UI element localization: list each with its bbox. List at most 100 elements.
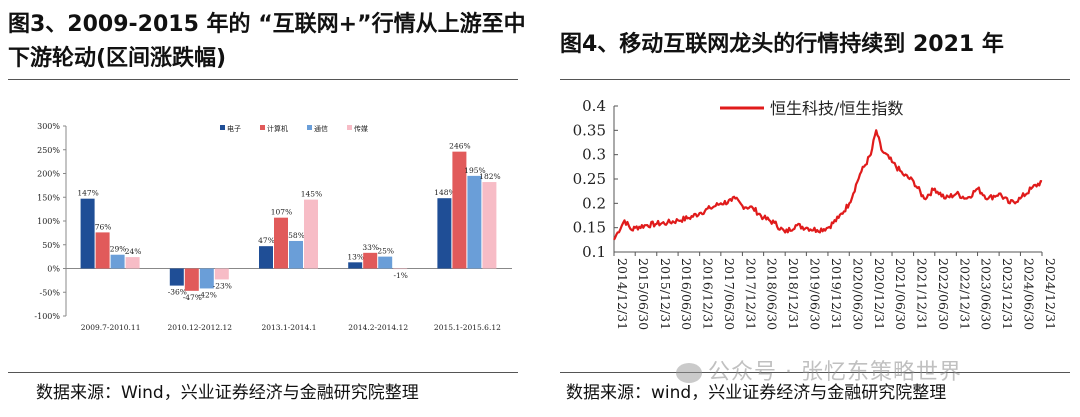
data-label: 76% (95, 222, 112, 231)
bar (393, 268, 408, 270)
watermark-text: 公众号 · 张忆东策略世界 (708, 360, 962, 385)
x-tick-label: 2018/12/31 (786, 258, 801, 330)
legend-swatch (260, 125, 265, 130)
x-tick-label: 2023/06/30 (979, 258, 994, 330)
y-tick-label: 300% (37, 122, 60, 131)
data-label: 25% (377, 247, 394, 256)
data-label: 29% (110, 245, 127, 254)
y-tick-label: 250% (37, 146, 60, 155)
legend-label: 通信 (314, 124, 328, 133)
y-tick-label: 0.4 (582, 97, 606, 115)
data-label: 33% (362, 243, 379, 252)
bar (378, 256, 393, 269)
bar (169, 268, 184, 286)
data-label: 195% (464, 166, 485, 175)
y-tick-label: -50% (40, 288, 61, 297)
x-tick-label: 2015/06/30 (636, 258, 651, 330)
x-tick-label: 2022/12/31 (957, 258, 972, 330)
data-label: 182% (479, 172, 500, 181)
figure-4-title: 图4、移动互联网龙头的行情持续到 2021 年 (560, 32, 1004, 57)
figure-4-panel: 图4、移动互联网龙头的行情持续到 2021 年 0.1 0.15 0.2 0.25 0.… (552, 0, 1080, 417)
x-tick-label: 2019/06/30 (807, 258, 822, 330)
x-tick-label: 2020/12/31 (872, 258, 887, 330)
figure-3-bottom-rule (8, 372, 518, 373)
y-tick-label: 0.2 (582, 194, 606, 212)
x-tick-label: 2022/06/30 (936, 258, 951, 330)
figure-3-title-line2: 下游轮动(区间涨跌幅) (8, 46, 227, 71)
series-line (613, 129, 1043, 241)
data-label: -23% (213, 281, 232, 290)
data-label: 145% (301, 190, 322, 199)
bar (348, 262, 363, 269)
bar (482, 182, 497, 269)
x-tick-label: 2015/12/31 (658, 258, 673, 330)
data-label: -1% (393, 271, 407, 280)
legend-label: 电子 (227, 124, 241, 133)
wechat-icon (676, 363, 702, 383)
y-tick-label: 0.25 (573, 170, 606, 188)
x-tick-label: 2016/06/30 (679, 258, 694, 330)
legend-swatch (307, 125, 312, 130)
y-tick-label: 0.35 (573, 121, 606, 139)
bar (467, 175, 482, 269)
x-tick-label: 2017/06/30 (722, 258, 737, 330)
legend-label: 计算机 (267, 124, 288, 133)
data-label: 147% (77, 189, 98, 198)
x-tick-label: 2010.12-2012.12 (168, 323, 233, 332)
y-tick-label: 150% (37, 193, 60, 202)
legend-swatch (347, 125, 352, 130)
y-tick-label: 0.15 (573, 219, 606, 237)
figure-3-title-line1: 图3、2009-2015 年的 “互联网+”行情从上游至中 (8, 12, 526, 37)
y-tick-label: 200% (37, 170, 60, 179)
figure-4-top-rule (560, 79, 1070, 80)
data-label: 24% (125, 247, 142, 256)
x-tick-label: 2021/12/31 (915, 258, 930, 330)
data-label: -36% (168, 288, 187, 297)
bar (259, 246, 273, 269)
y-tick-label: 100% (37, 217, 60, 226)
x-tick-label: 2014.2-2014.12 (348, 323, 408, 332)
bar (363, 252, 378, 269)
bar (304, 199, 318, 269)
bar (214, 268, 229, 280)
figure-4-source: 数据来源：wind，兴业证券经济与金融研究院整理 (566, 383, 947, 403)
legend-swatch (220, 125, 225, 130)
bar-chart: -100% -50% 0% 50% 100% 150% 200% 250% 300% 147% 76… (34, 122, 512, 332)
x-tick-label: 2018/06/30 (765, 258, 780, 330)
x-tick-label: 2021/06/30 (893, 258, 908, 330)
data-label: 246% (449, 142, 470, 151)
bar (437, 198, 452, 269)
line-chart: 0.1 0.15 0.2 0.25 0.3 0.35 0.4 2014/12/31 2015/0… (573, 97, 1058, 330)
figure-4-bottom-rule (560, 372, 1070, 373)
bar (110, 254, 125, 269)
watermark: 公众号 · 张忆东策略世界 (676, 354, 962, 386)
y-tick-label: 50% (42, 241, 60, 250)
data-label: -42% (198, 290, 217, 299)
data-label: 148% (434, 188, 455, 197)
x-tick-label: 2024/12/31 (1043, 258, 1058, 330)
y-tick-label: -100% (34, 312, 60, 321)
bar (452, 151, 467, 269)
x-tick-label: 2017/12/31 (743, 258, 758, 330)
y-tick-label: 0.3 (582, 146, 606, 164)
x-tick-label: 2009.7-2010.11 (81, 323, 141, 332)
bar (199, 268, 214, 289)
x-tick-label: 2013.1-2014.1 (261, 323, 316, 332)
data-label: -47% (183, 293, 202, 302)
x-tick-label: 2016/12/31 (701, 258, 716, 330)
x-tick-label: 2023/12/31 (1000, 258, 1015, 330)
figure-3-source: 数据来源：Wind，兴业证券经济与金融研究院整理 (36, 383, 419, 403)
data-label: 58% (288, 231, 305, 240)
bar (289, 240, 303, 269)
x-tick-label: 2024/06/30 (1021, 258, 1036, 330)
data-label: 13% (347, 252, 364, 261)
figure-3-top-rule (8, 79, 518, 80)
legend-label: 传媒 (354, 124, 368, 133)
bar (125, 257, 140, 269)
bar (274, 217, 288, 269)
x-tick-label: 2020/06/30 (850, 258, 865, 330)
y-tick-label: 0% (47, 265, 60, 274)
y-tick-label: 0.1 (582, 243, 606, 261)
bar (95, 232, 110, 269)
bar (184, 268, 199, 291)
